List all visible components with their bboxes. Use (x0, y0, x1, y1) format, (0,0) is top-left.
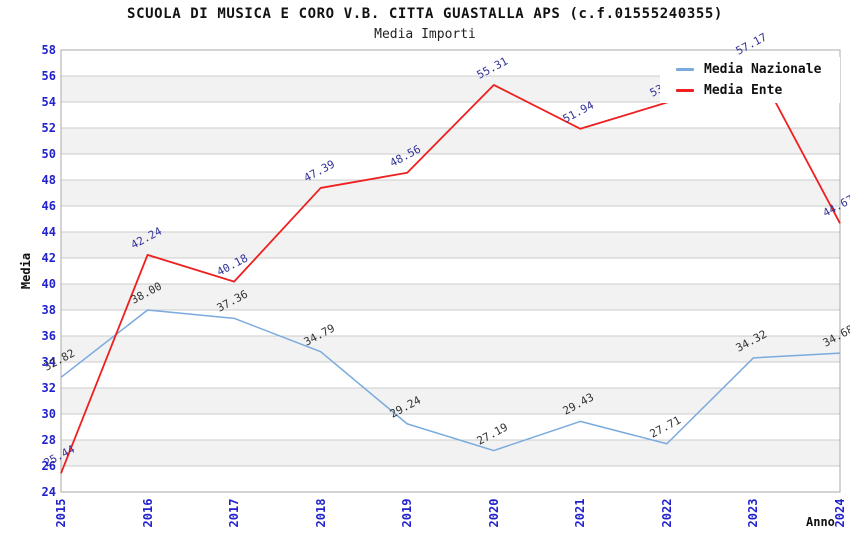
plot-band (61, 440, 840, 466)
legend: Media Nazionale Media Ente (660, 57, 840, 103)
legend-item-media-ente: Media Ente (676, 80, 840, 101)
legend-item-media-nazionale: Media Nazionale (676, 59, 840, 80)
legend-swatch-ente-line-icon (676, 89, 694, 92)
chart-subtitle: Media Importi (374, 27, 476, 42)
series-line-media-nazionale (60, 309, 841, 452)
legend-label-nazionale: Media Nazionale (704, 62, 822, 77)
plot-band (61, 336, 840, 362)
legend-label-ente: Media Ente (704, 83, 783, 98)
plot-band (61, 128, 840, 154)
plot-band (61, 388, 840, 414)
plot-band (61, 232, 840, 258)
x-axis-title: Anno (806, 515, 835, 529)
chart-title: SCUOLA DI MUSICA E CORO V.B. CITTA GUAST… (127, 6, 723, 22)
plot-band (61, 284, 840, 310)
legend-swatch-nazionale-line-icon (676, 68, 694, 71)
plot-band (61, 180, 840, 206)
plot-border (60, 49, 841, 493)
